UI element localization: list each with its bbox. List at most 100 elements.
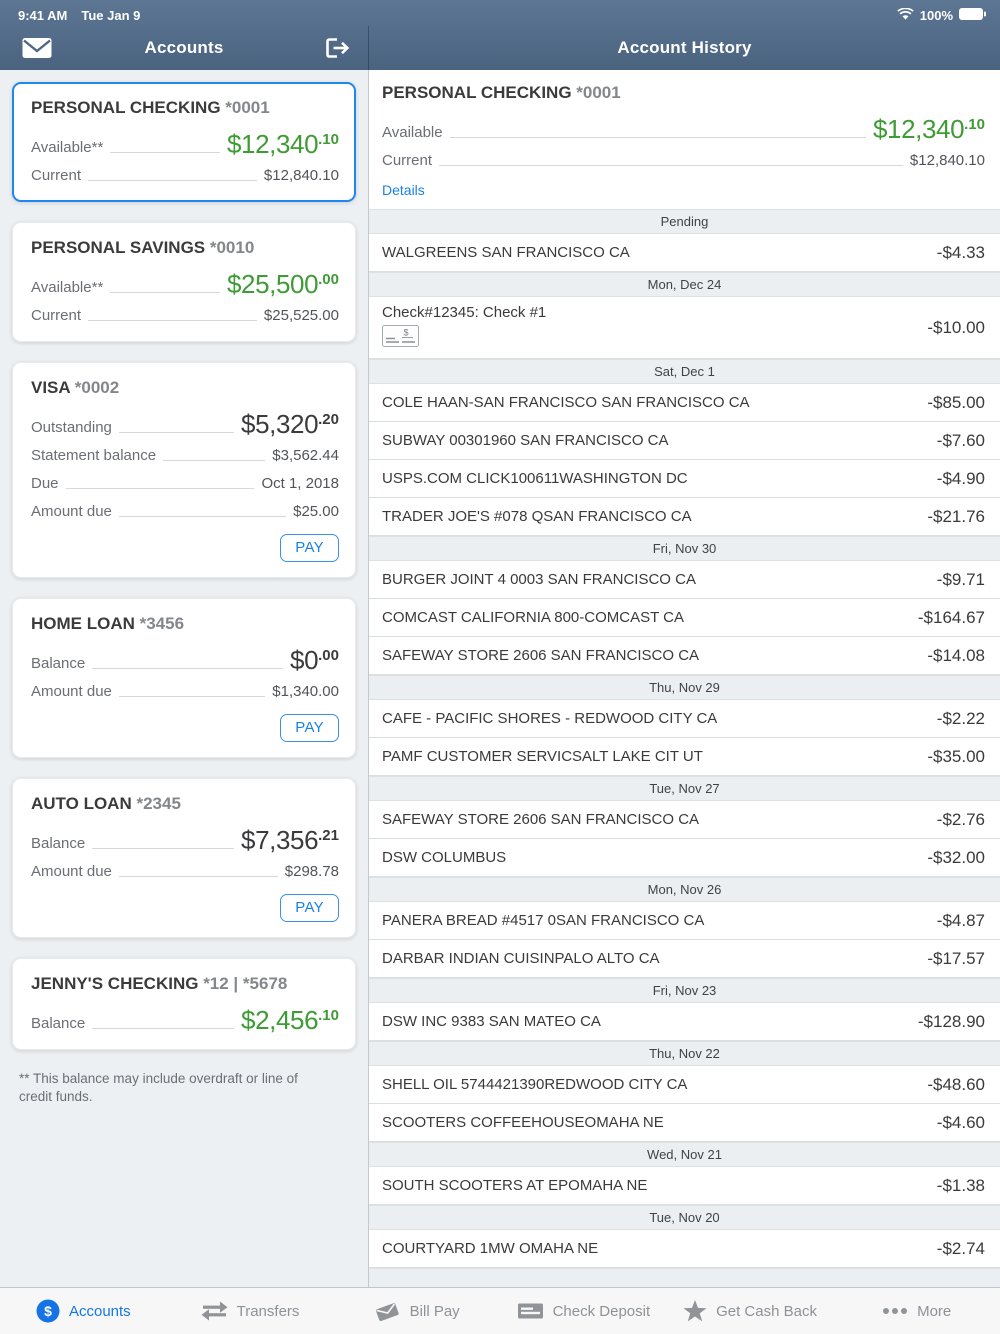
transaction-row[interactable]: PANERA BREAD #4517 0SAN FRANCISCO CA -$4.… xyxy=(369,902,1000,940)
transaction-row[interactable]: BURGER JOINT 4 0003 SAN FRANCISCO CA -$9.… xyxy=(369,561,1000,599)
account-card[interactable]: AUTO LOAN *2345 Balance $7,356.21 Amount du… xyxy=(12,778,356,938)
status-bar: 9:41 AM Tue Jan 9 100% xyxy=(0,0,1000,26)
pay-button[interactable]: PAY xyxy=(280,714,339,742)
account-balance-row: Statement balance $3,562.44 xyxy=(31,446,339,466)
account-card[interactable]: PERSONAL SAVINGS *0010 Available** $25,500… xyxy=(12,222,356,342)
amount-dollars: $5,320 xyxy=(241,409,319,439)
transaction-amount: -$35.00 xyxy=(927,746,985,766)
tab-bar: $ Accounts Transfers Bill Pay Check Deposit G… xyxy=(0,1287,1000,1334)
date-header-label: Mon, Nov 26 xyxy=(647,882,722,897)
pay-button[interactable]: PAY xyxy=(280,534,339,562)
date-header: Sat, Dec 1 xyxy=(369,359,1000,384)
transaction-row[interactable]: CAFE - PACIFIC SHORES - REDWOOD CITY CA -… xyxy=(369,700,1000,738)
balance-label: Balance xyxy=(31,655,86,672)
details-link[interactable]: Details xyxy=(382,182,425,198)
amount-cents: .00 xyxy=(318,647,339,664)
tab-more[interactable]: More xyxy=(833,1288,1000,1334)
account-card-title: JENNY'S CHECKING *12 | *5678 xyxy=(31,974,339,994)
transaction-row[interactable]: SCOOTERS COFFEEHOUSEOMAHA NE -$4.60 xyxy=(369,1104,1000,1142)
account-card[interactable]: VISA *0002 Outstanding $5,320.20 Statement … xyxy=(12,362,356,578)
logout-button[interactable] xyxy=(322,36,350,60)
transaction-row[interactable]: COURTYARD 1MW OMAHA NE -$2.74 xyxy=(369,1230,1000,1268)
transaction-row[interactable]: SOUTH SCOOTERS AT EPOMAHA NE -$1.38 xyxy=(369,1167,1000,1205)
date-header-label: Sat, Dec 1 xyxy=(654,364,715,379)
tab-check-deposit[interactable]: Check Deposit xyxy=(500,1288,667,1334)
transaction-description: SAFEWAY STORE 2606 SAN FRANCISCO CA xyxy=(382,647,700,664)
pay-button-wrap: PAY xyxy=(31,534,339,562)
balance-amount: $25,500.00 xyxy=(227,266,339,298)
tab-get-cash-back[interactable]: Get Cash Back xyxy=(667,1288,834,1334)
amount-dollars: $2,456 xyxy=(241,1005,319,1035)
transaction-amount: -$17.57 xyxy=(927,948,985,968)
balance-label: Available** xyxy=(31,139,104,156)
transaction-row[interactable]: SHELL OIL 5744421390REDWOOD CITY CA -$48.… xyxy=(369,1066,1000,1104)
balance-label: Amount due xyxy=(31,683,112,700)
transaction-description: DSW COLUMBUS xyxy=(382,849,507,866)
transaction-amount: -$9.71 xyxy=(936,569,985,589)
account-number: *2345 xyxy=(136,794,181,813)
transaction-amount: -$21.76 xyxy=(927,506,985,526)
transaction-row[interactable]: SAFEWAY STORE 2606 SAN FRANCISCO CA -$14.… xyxy=(369,637,1000,675)
content-area: PERSONAL CHECKING *0001 Available** $12,34… xyxy=(0,70,1000,1287)
accounts-panel[interactable]: PERSONAL CHECKING *0001 Available** $12,34… xyxy=(0,70,369,1287)
transaction-row[interactable]: USPS.COM CLICK100611WASHINGTON DC -$4.90 xyxy=(369,460,1000,498)
available-cents: .10 xyxy=(964,116,985,133)
transaction-amount: -$2.76 xyxy=(936,809,985,829)
account-name: JENNY'S CHECKING xyxy=(31,974,204,993)
transaction-row[interactable]: COMCAST CALIFORNIA 800-COMCAST CA -$164.6… xyxy=(369,599,1000,637)
balance-label: Due xyxy=(31,475,59,492)
transaction-row[interactable]: SAFEWAY STORE 2606 SAN FRANCISCO CA -$2.7… xyxy=(369,801,1000,839)
account-card[interactable]: PERSONAL CHECKING *0001 Available** $12,34… xyxy=(12,82,356,202)
transaction-amount: -$1.38 xyxy=(936,1175,985,1195)
available-amount: $12,340.10 xyxy=(873,111,985,143)
account-balance-row: Balance $0.00 xyxy=(31,642,339,674)
leader-line xyxy=(118,516,287,517)
transaction-row[interactable]: DSW INC 9383 SAN MATEO CA -$128.90 xyxy=(369,1003,1000,1041)
account-balance-row: Available** $25,500.00 xyxy=(31,266,339,298)
accounts-panel-title: Accounts xyxy=(144,38,224,57)
date-header: Wed, Nov 21 xyxy=(369,1142,1000,1167)
pay-button-wrap: PAY xyxy=(31,894,339,922)
history-panel[interactable]: PERSONAL CHECKING *0001 Available $12,34… xyxy=(369,70,1000,1287)
transaction-row[interactable]: TRADER JOE'S #078 QSAN FRANCISCO CA -$21.… xyxy=(369,498,1000,536)
tab-accounts[interactable]: $ Accounts xyxy=(0,1288,167,1334)
transaction-row[interactable]: Check#12345: Check #1 $ -$10.00 xyxy=(369,297,1000,359)
dollar-circle-icon: $ xyxy=(36,1299,60,1323)
transaction-description: SHELL OIL 5744421390REDWOOD CITY CA xyxy=(382,1076,688,1093)
transaction-row[interactable]: DARBAR INDIAN CUISINPALO ALTO CA -$17.57 xyxy=(369,940,1000,978)
balance-value: $3,562.44 xyxy=(272,447,339,464)
account-balance-row: Amount due $1,340.00 xyxy=(31,682,339,702)
available-row: Available $12,340.10 xyxy=(382,111,985,143)
current-row: Current $12,840.10 xyxy=(382,151,985,171)
date-header-label: Fri, Nov 23 xyxy=(652,983,717,998)
account-card[interactable]: JENNY'S CHECKING *12 | *5678 Balance $2,45… xyxy=(12,958,356,1050)
pay-button[interactable]: PAY xyxy=(280,894,339,922)
tab-label: Transfers xyxy=(236,1302,300,1320)
account-number: *0002 xyxy=(74,378,120,397)
available-dollars: $12,340 xyxy=(872,114,965,144)
account-name: HOME LOAN xyxy=(31,614,140,633)
transaction-row[interactable]: PAMF CUSTOMER SERVICSALT LAKE CIT UT -$35… xyxy=(369,738,1000,776)
status-time: 9:41 AM xyxy=(18,7,68,23)
transaction-row[interactable]: COLE HAAN-SAN FRANCISCO SAN FRANCISCO CA… xyxy=(369,384,1000,422)
transfer-arrows-icon xyxy=(201,1301,228,1321)
transaction-row[interactable]: WALGREENS SAN FRANCISCO CA -$4.33 xyxy=(369,234,1000,272)
transaction-amount: -$85.00 xyxy=(927,392,985,412)
account-card[interactable]: HOME LOAN *3456 Balance $0.00 Amount due $1,… xyxy=(12,598,356,758)
history-panel-title: Account History xyxy=(617,38,752,57)
tab-bill-pay[interactable]: Bill Pay xyxy=(333,1288,500,1334)
transaction-row[interactable]: SUBWAY 00301960 SAN FRANCISCO CA -$7.60 xyxy=(369,422,1000,460)
transaction-row[interactable]: DSW COLUMBUS -$32.00 xyxy=(369,839,1000,877)
leader-line xyxy=(439,165,903,166)
status-date: Tue Jan 9 xyxy=(81,7,141,23)
balance-amount: $7,356.21 xyxy=(241,822,339,854)
date-header-label: Wed, Nov 21 xyxy=(647,1147,722,1162)
messages-button[interactable] xyxy=(22,38,52,59)
leader-line xyxy=(118,696,266,697)
check-image-icon[interactable]: $ xyxy=(382,325,419,351)
account-balance-row: Amount due $25.00 xyxy=(31,502,339,522)
history-header: PERSONAL CHECKING *0001 Available $12,34… xyxy=(369,70,1000,209)
account-balance-row: Due Oct 1, 2018 xyxy=(31,474,339,494)
leader-line xyxy=(88,180,257,181)
tab-transfers[interactable]: Transfers xyxy=(167,1288,334,1334)
